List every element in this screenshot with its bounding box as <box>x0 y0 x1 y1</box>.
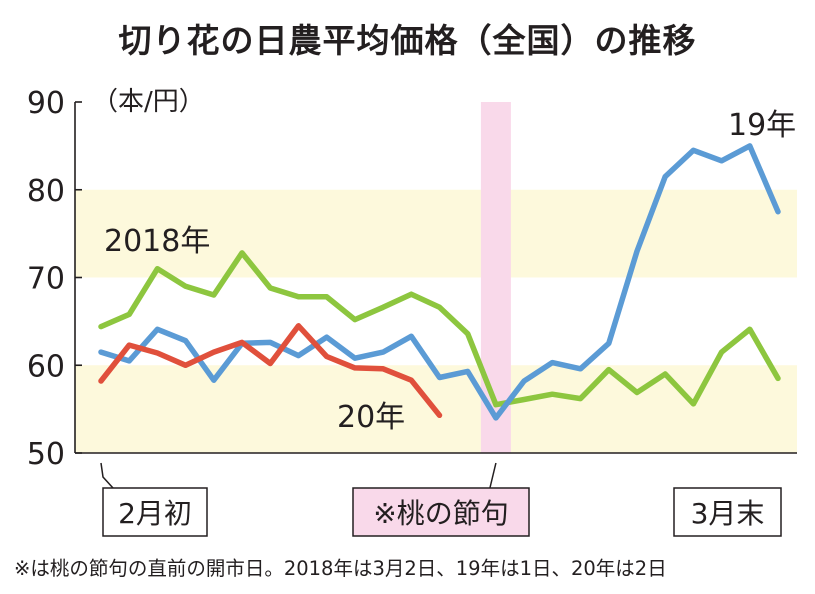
y-axis-unit-label: （本/円） <box>92 87 205 117</box>
y-tick-label-50: 50 <box>27 437 65 472</box>
chart-title: 切り花の日農平均価格（全国）の推移 <box>118 21 697 60</box>
marker-february-start-label: 2月初 <box>118 497 192 530</box>
marker-momo-no-sekku-leader <box>489 462 497 489</box>
series-2020-label: 20年 <box>337 400 405 435</box>
series-2020-line <box>98 323 443 419</box>
series-2018-label: 2018年 <box>104 224 210 259</box>
y-tick-label-60: 60 <box>27 349 65 384</box>
marker-march-end-label: 3月末 <box>691 497 765 530</box>
footnote: ※は桃の節句の直前の開市日。2018年は3月2日、19年は1日、20年は2日 <box>14 557 667 580</box>
marker-march-end-box <box>673 487 782 537</box>
marker-momo-no-sekku-label: ※桃の節句 <box>373 497 508 530</box>
y-tick-label-80: 80 <box>27 174 65 209</box>
series-2018-line <box>98 250 781 408</box>
y-tick-label-70: 70 <box>27 262 65 297</box>
y-tick-label-90: 90 <box>27 86 65 121</box>
band-70-80 <box>75 189 797 278</box>
marker-february-start-leader <box>100 462 114 489</box>
momo-no-sekku-highlight <box>480 102 511 453</box>
marker-momo-no-sekku-box <box>352 487 530 537</box>
series-2019-line <box>98 143 781 421</box>
marker-february-start-box <box>102 487 208 537</box>
series-2019-label: 19年 <box>728 108 796 143</box>
